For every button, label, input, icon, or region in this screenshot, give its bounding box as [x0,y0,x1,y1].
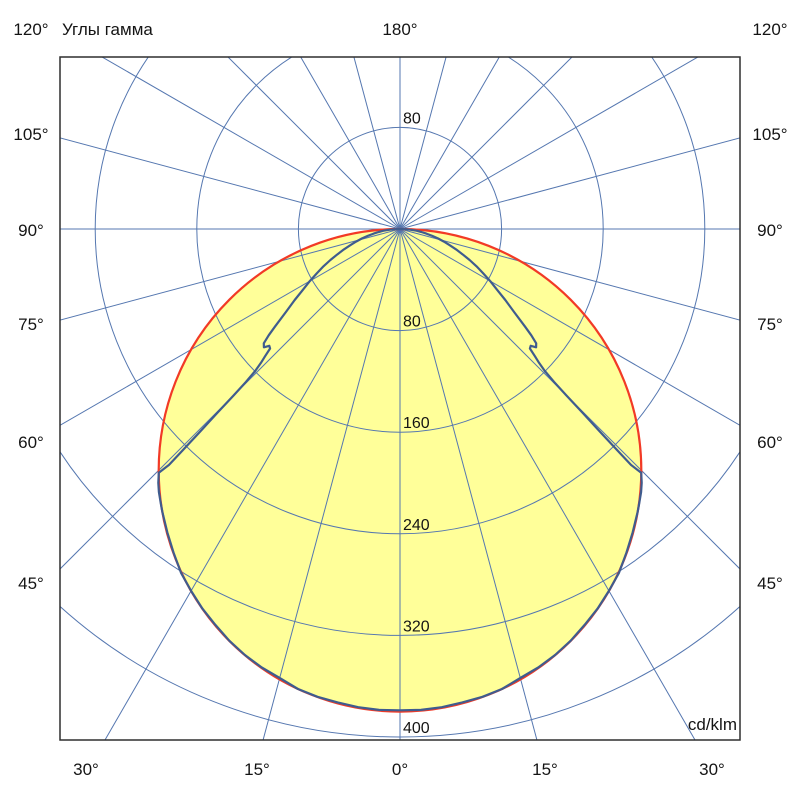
angle-label-left-60: 60° [18,433,44,452]
angle-label-left-45: 45° [18,574,44,593]
radial-line-75 [399,228,740,321]
bottom-angle-label-15: 15° [532,760,558,779]
ring-label-below-320: 320 [403,618,430,635]
ring-label-below-160: 160 [403,415,430,432]
radial-line-105 [399,137,740,230]
radial-line-165 [399,57,447,230]
radial-line--60 [60,228,401,426]
angle-label-right-120: 120° [752,20,787,39]
ring-label-below-400: 400 [403,720,430,737]
unit-label: cd/klm [688,715,737,734]
radial-line-30 [399,228,696,740]
ring-label-above-80: 80 [403,110,421,127]
radial-line--30 [104,228,401,740]
angle-label-left-120: 120° [13,20,48,39]
angle-label-right-45: 45° [757,574,783,593]
radial-line-150 [399,57,500,230]
top-angle-label: 180° [382,20,417,39]
angle-label-right-105: 105° [752,125,787,144]
ring-label-below-80: 80 [403,314,421,331]
chart-title: Углы гамма [62,20,153,39]
bottom-angle-label--15: 15° [244,760,270,779]
angle-label-left-75: 75° [18,315,44,334]
radial-line--105 [60,137,401,230]
radial-line--45 [60,228,401,570]
curve-blue-c-plane [157,227,643,712]
ring-label-below-240: 240 [403,517,430,534]
angle-label-right-90: 90° [757,221,783,240]
plot-frame [59,56,741,741]
radial-line--15 [262,228,401,740]
radial-line--150 [300,57,401,230]
radial-line-60 [399,228,740,426]
radial-line-15 [399,228,538,740]
angle-label-left-105: 105° [13,125,48,144]
curve-red-c-plane [157,227,643,713]
radial-line-45 [399,228,740,570]
bottom-angle-label-30: 30° [699,760,725,779]
bottom-angle-label-0: 0° [392,760,408,779]
angle-label-right-75: 75° [757,315,783,334]
radial-line--75 [60,228,401,321]
bottom-angle-label--30: 30° [73,760,99,779]
radial-line--120 [101,57,401,230]
radial-line--135 [227,57,401,230]
radial-line--165 [353,57,401,230]
angle-label-left-90: 90° [18,221,44,240]
radial-line-135 [399,57,573,230]
angle-label-right-60: 60° [757,433,783,452]
radial-line-120 [399,57,699,230]
